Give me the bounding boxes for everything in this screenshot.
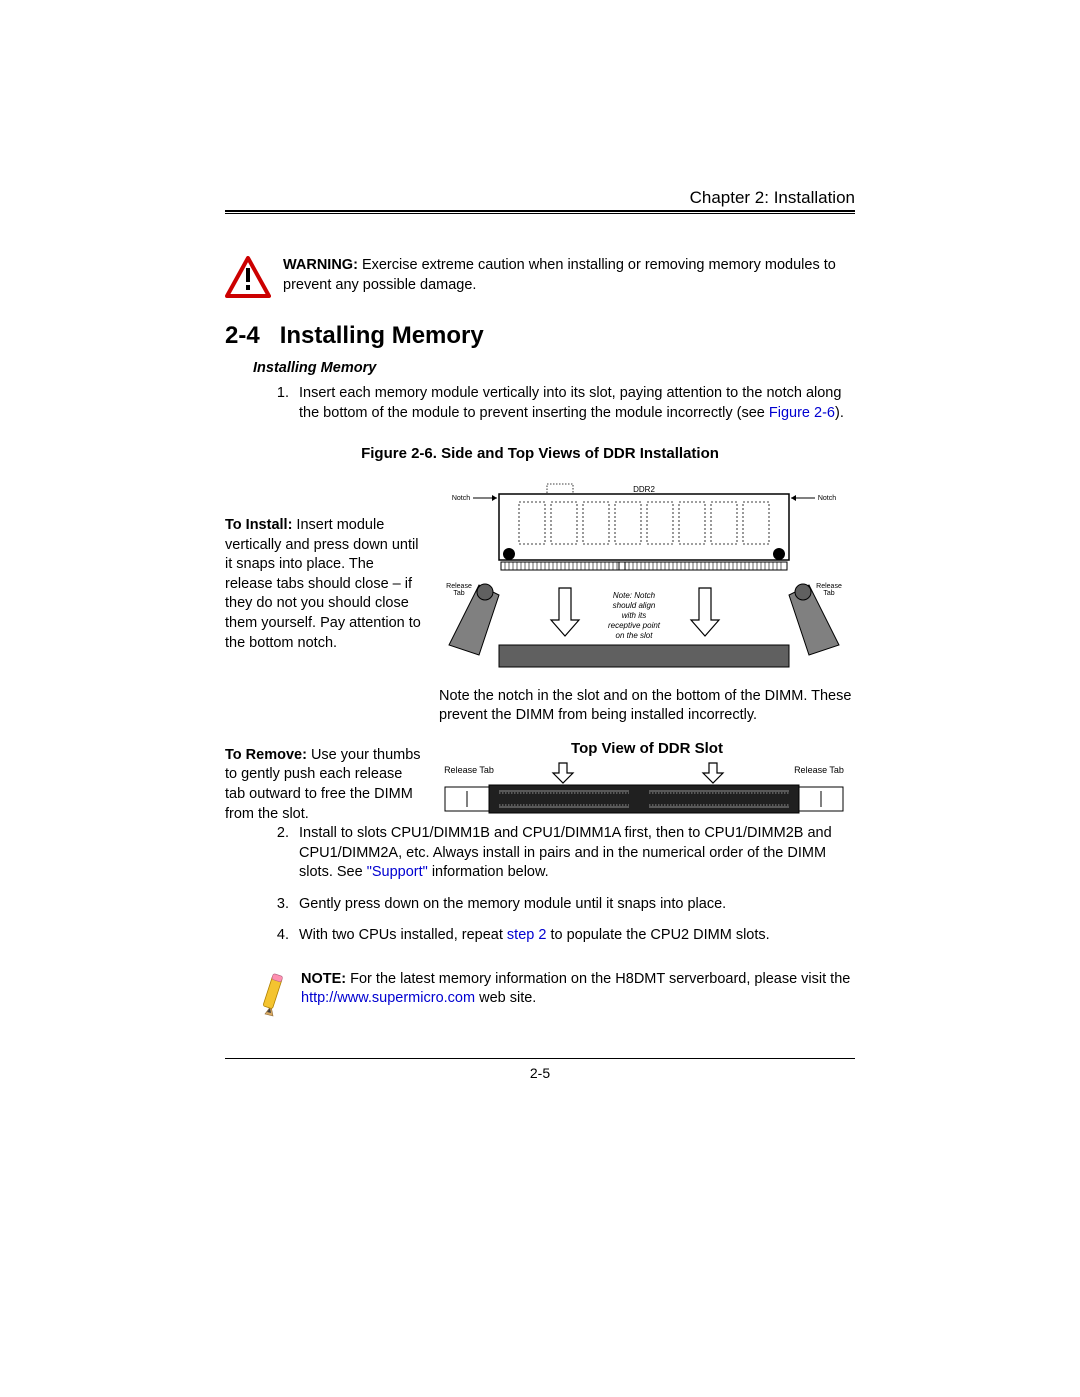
header-rule-thick bbox=[225, 210, 855, 212]
note-text: NOTE: For the latest memory information … bbox=[301, 970, 855, 1009]
install-text: To Install: Insert module vertically and… bbox=[225, 480, 425, 726]
step-list-2: Install to slots CPU1/DIMM1B and CPU1/DI… bbox=[273, 824, 855, 946]
figure-note-text: Note the notch in the slot and on the bo… bbox=[439, 687, 855, 726]
note-tail: web site. bbox=[475, 990, 536, 1006]
figure-ref-link[interactable]: Figure 2-6 bbox=[769, 405, 835, 421]
remove-text: To Remove: Use your thumbs to gently pus… bbox=[225, 740, 425, 824]
install-body: Insert module vertically and press down … bbox=[225, 517, 421, 650]
header-rule-thin bbox=[225, 213, 855, 214]
figure-caption: Figure 2-6. Side and Top Views of DDR In… bbox=[225, 445, 855, 462]
step-1-text: Insert each memory module vertically int… bbox=[299, 385, 841, 421]
svg-text:on the slot: on the slot bbox=[616, 631, 654, 640]
svg-text:Tab: Tab bbox=[453, 590, 464, 597]
svg-text:with its: with its bbox=[622, 611, 646, 620]
svg-text:should align: should align bbox=[613, 601, 656, 610]
step-3: Gently press down on the memory module u… bbox=[293, 895, 855, 915]
remove-block: To Remove: Use your thumbs to gently pus… bbox=[225, 740, 855, 824]
section-subheading: Installing Memory bbox=[253, 360, 855, 376]
page-number: 2-5 bbox=[225, 1065, 855, 1081]
section-title: Installing Memory bbox=[280, 322, 484, 349]
warning-text: WARNING: Exercise extreme caution when i… bbox=[283, 256, 855, 295]
step-4-tail: to populate the CPU2 DIMM slots. bbox=[546, 927, 769, 943]
warning-block: WARNING: Exercise extreme caution when i… bbox=[225, 256, 855, 298]
note-link[interactable]: http://www.supermicro.com bbox=[301, 990, 475, 1006]
svg-text:Notch: Notch bbox=[818, 495, 836, 502]
svg-text:receptive point: receptive point bbox=[608, 621, 661, 630]
step-1-tail: ). bbox=[835, 405, 844, 421]
install-label: To Install: bbox=[225, 517, 292, 533]
warning-icon bbox=[225, 256, 271, 298]
figure-block: To Install: Insert module vertically and… bbox=[225, 480, 855, 726]
section-heading: 2-4 Installing Memory bbox=[225, 322, 855, 350]
step-4-text: With two CPUs installed, repeat bbox=[299, 927, 507, 943]
svg-text:Tab: Tab bbox=[823, 590, 834, 597]
step-1: Insert each memory module vertically int… bbox=[293, 384, 855, 423]
svg-text:Release Tab: Release Tab bbox=[794, 765, 844, 775]
side-view-diagram: DDR2 Notch Notch bbox=[439, 480, 855, 726]
svg-text:Note: Notch: Note: Notch bbox=[613, 591, 656, 600]
footer-rule bbox=[225, 1058, 855, 1059]
support-link[interactable]: "Support" bbox=[367, 864, 428, 880]
warning-label: WARNING: bbox=[283, 257, 358, 273]
remove-label: To Remove: bbox=[225, 747, 307, 763]
chapter-header: Chapter 2: Installation bbox=[225, 188, 855, 208]
step-2: Install to slots CPU1/DIMM1B and CPU1/DI… bbox=[293, 824, 855, 883]
svg-text:DDR2: DDR2 bbox=[633, 485, 655, 494]
step-2-tail: information below. bbox=[428, 864, 549, 880]
page: Chapter 2: Installation WARNING: Exercis… bbox=[225, 188, 855, 1081]
svg-text:Release Tab: Release Tab bbox=[444, 765, 494, 775]
note-body: For the latest memory information on the… bbox=[346, 971, 850, 987]
pencil-icon bbox=[257, 970, 287, 1018]
svg-text:Notch: Notch bbox=[452, 495, 470, 502]
svg-text:Release: Release bbox=[446, 583, 472, 590]
warning-body: Exercise extreme caution when installing… bbox=[283, 257, 836, 293]
step-4: With two CPUs installed, repeat step 2 t… bbox=[293, 926, 855, 946]
section-number: 2-4 bbox=[225, 322, 260, 349]
top-view-diagram: Top View of DDR Slot Release Tab Release… bbox=[439, 740, 855, 824]
note-label: NOTE: bbox=[301, 971, 346, 987]
step-ref-link[interactable]: step 2 bbox=[507, 927, 547, 943]
step-list-1: Insert each memory module vertically int… bbox=[273, 384, 855, 423]
svg-text:Release: Release bbox=[816, 583, 842, 590]
note-block: NOTE: For the latest memory information … bbox=[257, 970, 855, 1018]
top-view-title: Top View of DDR Slot bbox=[439, 740, 855, 757]
